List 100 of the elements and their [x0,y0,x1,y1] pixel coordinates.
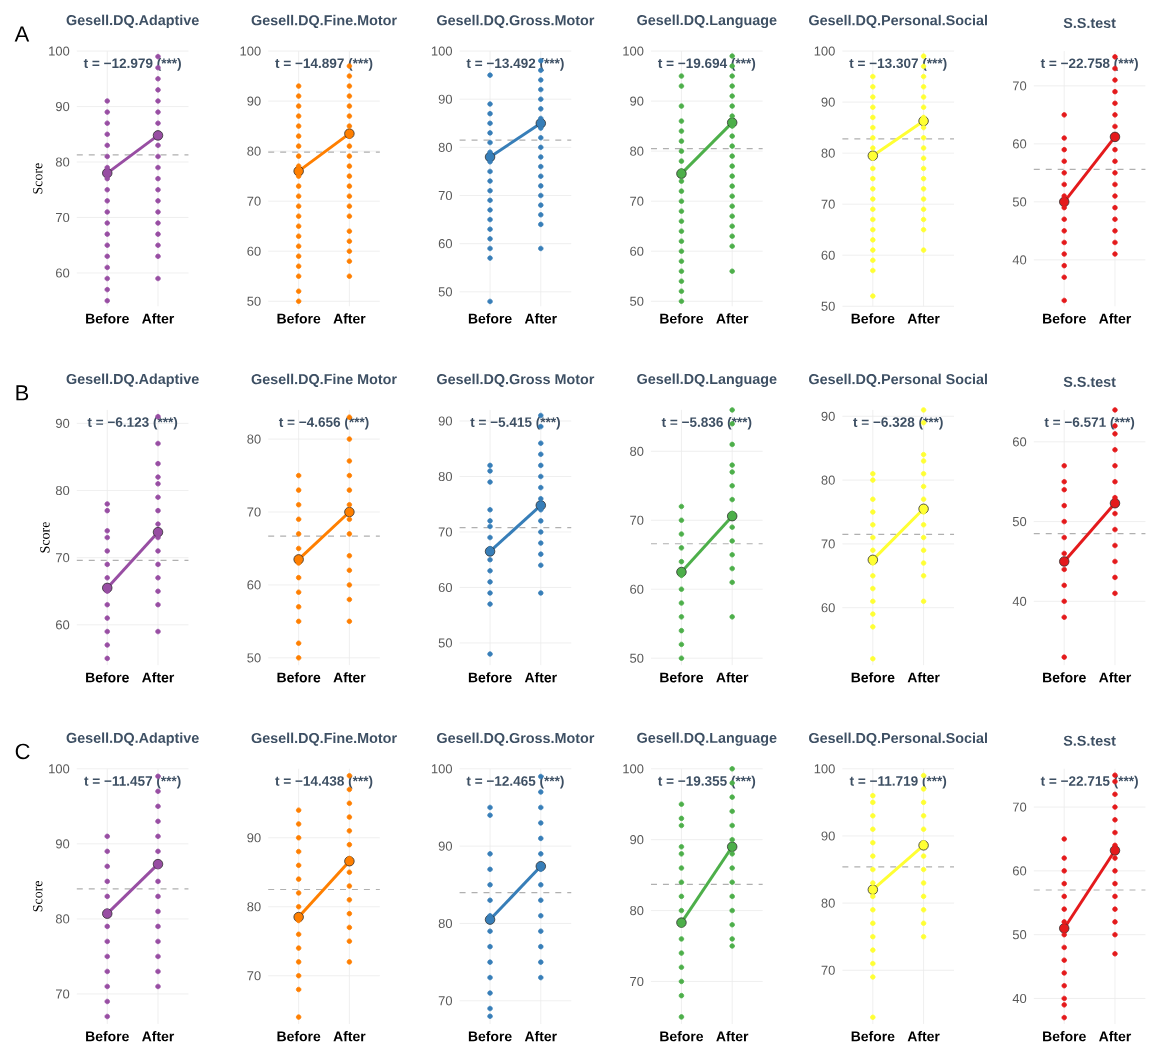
annotation: t = −5.415 (***) [470,417,560,430]
annotation: t = −6.328 (***) [853,417,943,430]
y-tick-label: 70 [247,507,261,517]
y-tick-label: 70 [56,212,70,223]
y-tick-label: 100 [49,764,70,774]
annotation: t = −6.571 (***) [1044,417,1135,430]
y-tick-label: 90 [55,839,70,849]
x-tick-label: Before [468,313,512,324]
y-tick-label: 90 [821,97,835,107]
annotation: t = −14.438 (***) [275,775,373,789]
y-tick-label: 70 [821,965,835,975]
x-tick-label: Before [851,1031,895,1042]
y-tick-label: 70 [438,996,453,1006]
y-tick-label: 70 [630,196,644,206]
x-tick-label: Before [277,1031,321,1042]
chart-title: S.S.test [1063,17,1116,29]
y-tick-label: 80 [55,914,70,924]
y-axis-title: Score [33,881,43,912]
y-tick-label: 80 [55,157,70,167]
y-tick-label: 50 [438,638,453,648]
text: C [15,743,30,760]
y-tick-label: 50 [438,287,453,297]
chart-title: Gesell.DQ.Gross.Motor [437,732,595,746]
y-tick-label: 90 [247,833,261,843]
y-tick-label: 70 [247,971,261,981]
y-tick-label: 60 [630,246,644,256]
y-tick-label: 90 [55,102,70,112]
y-tick-label: 60 [1012,866,1027,876]
x-tick-label: After [716,313,749,324]
y-tick-label: 70 [1012,802,1027,812]
y-axis-title: Score [40,522,50,553]
chart-title: Gesell.DQ.Language [637,732,777,746]
x-tick-label: Before [86,313,129,324]
chart-title: Gesell.DQ.Gross Motor [437,373,595,387]
y-tick-label: 60 [438,239,453,249]
x-tick-label: After [142,1031,175,1042]
y-tick-label: 60 [438,582,453,593]
x-tick-label: After [716,1031,749,1042]
y-tick-label: 80 [630,906,644,916]
y-tick-label: 80 [55,485,70,496]
y-tick-label: 60 [56,268,70,278]
y-tick-label: 70 [438,190,453,201]
y-tick-label: 50 [247,653,261,663]
y-tick-label: 90 [821,831,835,841]
annotation: t = −11.457 (***) [84,775,181,789]
y-tick-label: 100 [49,46,70,56]
x-tick-label: Before [1043,313,1086,324]
y-tick-label: 40 [1012,596,1027,606]
y-tick-label: 90 [438,94,453,104]
x-tick-label: Before [851,672,895,683]
y-tick-label: 80 [821,898,835,908]
x-tick-label: After [142,672,175,683]
y-tick-label: 100 [240,46,261,56]
y-tick-label: 100 [814,46,835,56]
chart-title: Gesell.DQ.Adaptive [66,14,199,29]
y-tick-label: 60 [1012,139,1027,149]
y-tick-label: 60 [247,246,261,256]
y-tick-label: 90 [630,96,644,106]
y-tick-label: 50 [1012,197,1027,207]
x-tick-label: After [524,313,557,324]
y-tick-label: 80 [630,146,644,156]
y-tick-label: 90 [55,418,70,428]
chart-title: Gesell.DQ.Fine.Motor [251,14,397,29]
x-tick-label: Before [660,1031,704,1042]
y-tick-label: 40 [1012,993,1027,1004]
x-tick-label: After [333,672,366,683]
y-tick-label: 90 [821,411,835,421]
y-tick-label: 70 [247,196,261,206]
x-tick-label: Before [86,672,129,683]
chart-title: S.S.test [1063,376,1116,387]
x-tick-label: After [524,1031,557,1042]
y-tick-label: 60 [821,603,835,613]
y-tick-label: 50 [247,296,261,306]
y-tick-label: 60 [630,584,644,594]
y-tick-label: 100 [431,764,453,774]
y-tick-label: 60 [247,580,261,590]
x-tick-label: Before [1043,1031,1086,1042]
y-tick-label: 90 [438,841,453,851]
x-tick-label: After [142,313,175,324]
x-tick-label: After [333,313,366,324]
text: A [14,26,30,42]
chart-title: Gesell.DQ.Fine.Motor [251,732,397,746]
y-tick-label: 70 [1012,81,1027,91]
x-tick-label: Before [1043,672,1086,683]
y-tick-label: 90 [630,835,644,845]
y-tick-label: 100 [623,764,644,774]
y-tick-label: 100 [431,46,453,56]
y-tick-label: 70 [438,527,453,537]
y-tick-label: 50 [1012,930,1027,940]
annotation: t = −5.836 (***) [661,417,752,430]
annotation: t = −12.465 (***) [466,775,564,789]
y-tick-label: 80 [438,142,453,152]
y-tick-label: 40 [1012,255,1027,265]
chart-title: S.S.test [1063,735,1116,746]
y-tick-label: 80 [438,471,453,482]
x-tick-label: Before [277,313,321,324]
annotation: t = −22.758 (***) [1040,58,1138,71]
y-tick-label: 70 [56,989,70,999]
x-tick-label: Before [468,1031,512,1042]
y-tick-label: 100 [623,46,644,56]
